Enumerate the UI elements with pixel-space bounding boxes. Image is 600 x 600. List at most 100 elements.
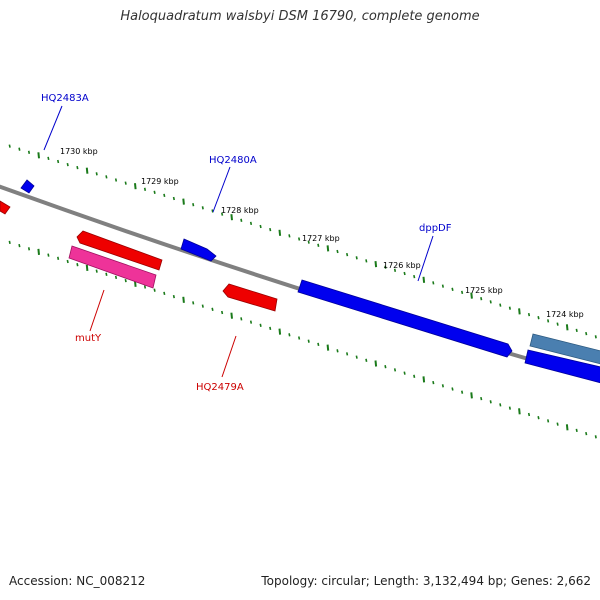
inner-minor-tick (365, 358, 368, 362)
outer-minor-tick (403, 271, 406, 276)
inner-minor-tick (66, 259, 69, 264)
outer-minor-tick (201, 206, 204, 210)
leader-dppDF (417, 235, 434, 282)
outer-minor-tick (585, 331, 588, 336)
outer-minor-tick (451, 287, 454, 291)
genome-summary-text: Topology: circular; Length: 3,132,494 bp… (261, 574, 591, 588)
outer-minor-tick (355, 256, 358, 260)
inner-minor-tick (537, 416, 540, 420)
gene-upstream-mutY[interactable] (76, 230, 163, 271)
inner-minor-tick (432, 380, 435, 385)
outer-minor-tick (66, 162, 69, 167)
outer-minor-tick (556, 322, 559, 326)
inner-major-tick (326, 344, 330, 351)
outer-minor-tick (124, 181, 127, 185)
inner-minor-tick (508, 406, 511, 410)
inner-minor-tick (499, 403, 502, 407)
leader-HQ2483A (43, 105, 63, 151)
outer-minor-tick (95, 172, 98, 176)
outer-minor-tick (153, 190, 156, 194)
leader-HQ2479A (221, 335, 237, 378)
inner-minor-tick (76, 263, 79, 267)
inner-minor-tick (172, 294, 175, 299)
outer-minor-tick (259, 224, 262, 229)
inner-minor-tick (240, 317, 243, 321)
inner-major-tick (37, 248, 40, 255)
inner-minor-tick (259, 323, 262, 327)
outer-minor-tick (575, 328, 578, 333)
outer-minor-tick (461, 290, 464, 295)
kbp-label-1724: 1724 kbp (546, 310, 584, 319)
outer-minor-tick (307, 240, 310, 244)
outer-minor-tick (336, 249, 339, 254)
inner-minor-tick (47, 253, 50, 257)
outer-minor-tick (211, 209, 214, 213)
outer-minor-tick (221, 212, 224, 216)
outer-minor-tick (192, 203, 195, 207)
outer-major-tick (374, 261, 378, 268)
gene-label-dppDF: dppDF (419, 223, 452, 234)
outer-minor-tick (105, 175, 108, 179)
gene-label-HQ2480A: HQ2480A (209, 155, 257, 166)
outer-minor-tick (163, 193, 166, 198)
inner-minor-tick (575, 428, 578, 433)
inner-minor-tick (95, 269, 98, 273)
gene-HQ2480A[interactable] (180, 238, 217, 262)
inner-minor-tick (547, 419, 550, 423)
gene-mutY[interactable] (68, 245, 157, 289)
kbp-label-1728: 1728 kbp (221, 206, 259, 215)
inner-major-tick (278, 328, 282, 335)
outer-minor-tick (143, 187, 147, 191)
leader-mutY (89, 289, 105, 332)
inner-minor-tick (114, 275, 118, 280)
inner-minor-tick (124, 278, 127, 283)
inner-minor-tick (163, 291, 166, 296)
outer-minor-tick (27, 150, 31, 154)
gene-label-HQ2479A: HQ2479A (196, 382, 244, 393)
inner-minor-tick (143, 285, 147, 289)
kbp-label-1725: 1725 kbp (465, 286, 503, 295)
inner-minor-tick (18, 243, 21, 248)
outer-minor-tick (489, 300, 492, 304)
inner-minor-tick (393, 368, 397, 372)
outer-minor-tick (537, 316, 540, 320)
inner-minor-tick (288, 333, 291, 337)
inner-minor-tick (269, 326, 272, 331)
kbp-label-1729: 1729 kbp (141, 177, 179, 186)
gene-partial-left[interactable] (0, 200, 11, 215)
outer-tick-ruler (8, 144, 597, 339)
inner-major-tick (374, 360, 378, 367)
inner-minor-tick (317, 342, 320, 347)
outer-major-tick (326, 245, 330, 252)
inner-minor-tick (57, 256, 60, 260)
gene-partial-right-bottom[interactable] (524, 349, 600, 384)
outer-major-tick (470, 292, 473, 299)
leader-HQ2480A (212, 166, 231, 213)
inner-minor-tick (346, 352, 349, 356)
outer-minor-tick (298, 237, 301, 241)
gene-HQ2483A[interactable] (20, 179, 35, 194)
gene-HQ2479A[interactable] (222, 283, 278, 312)
gene-partial-right-top[interactable] (529, 333, 600, 365)
outer-minor-tick (172, 196, 175, 201)
inner-major-tick (518, 408, 521, 415)
inner-major-tick (422, 376, 426, 383)
gene-dppDF[interactable] (297, 279, 513, 358)
outer-minor-tick (441, 284, 444, 288)
outer-minor-tick (393, 268, 397, 272)
outer-minor-tick (432, 281, 435, 285)
inner-major-tick (470, 392, 473, 399)
inner-minor-tick (153, 288, 156, 292)
kbp-label-1727: 1727 kbp (302, 234, 340, 243)
inner-minor-tick (451, 387, 454, 391)
outer-minor-tick (18, 147, 21, 151)
outer-minor-tick (365, 259, 368, 263)
inner-minor-tick (403, 371, 406, 375)
outer-major-tick (37, 152, 40, 159)
inner-major-tick (230, 312, 233, 319)
inner-minor-tick (192, 301, 195, 305)
outer-minor-tick (269, 227, 272, 232)
inner-minor-tick (8, 240, 11, 245)
